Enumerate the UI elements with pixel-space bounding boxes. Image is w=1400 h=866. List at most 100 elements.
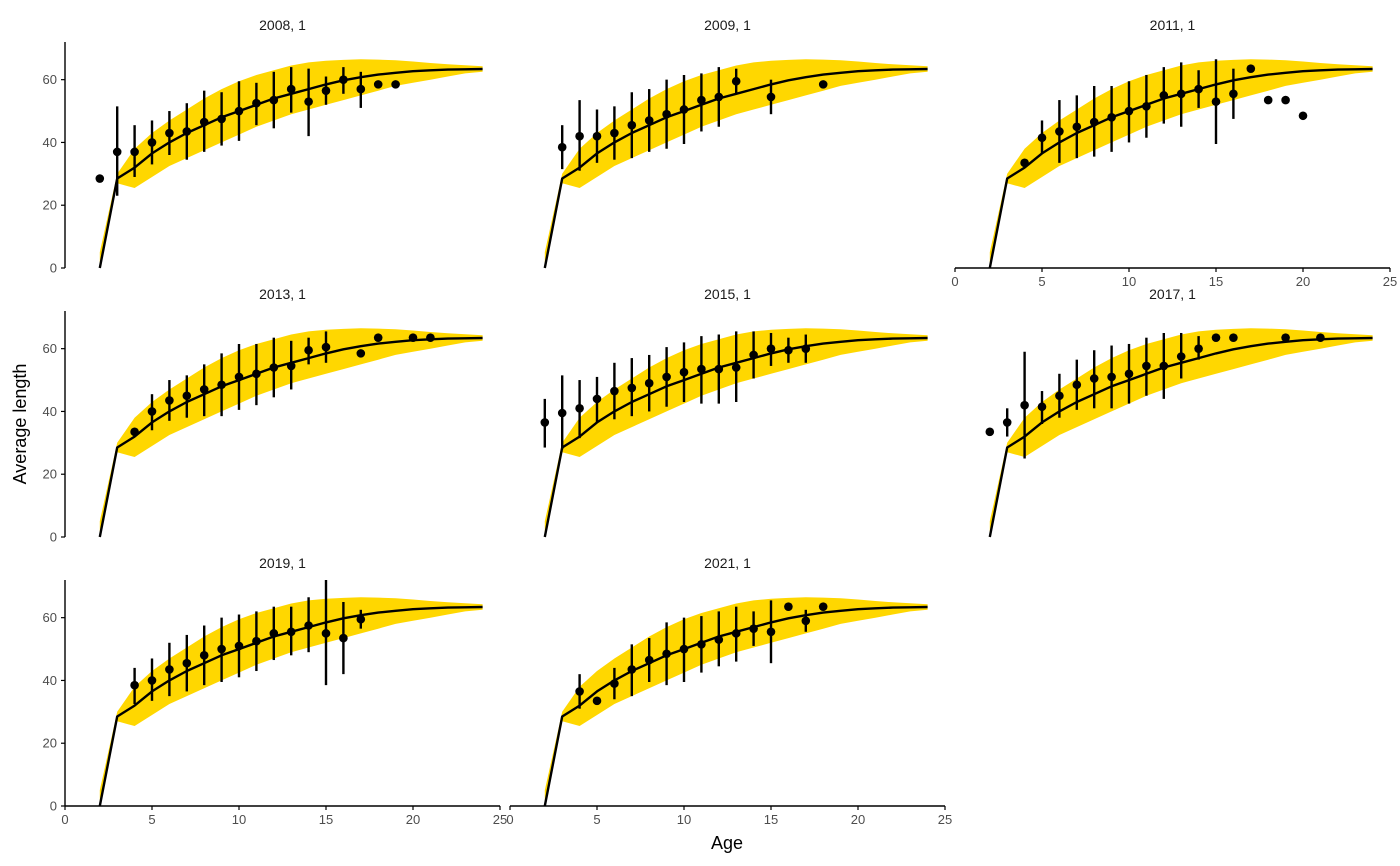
panel-title: 2019, 1 <box>259 555 306 571</box>
data-point <box>1020 158 1029 168</box>
x-tick-label: 25 <box>938 812 952 827</box>
data-point <box>592 131 602 141</box>
panel: 2015, 1 <box>540 286 928 538</box>
y-tick-label: 40 <box>43 673 57 688</box>
y-tick-label: 40 <box>43 135 57 150</box>
prediction-band <box>99 597 483 806</box>
data-point <box>1072 380 1082 390</box>
data-point <box>1055 391 1064 401</box>
data-point <box>557 142 567 152</box>
data-point <box>1263 95 1273 105</box>
data-point <box>217 644 226 654</box>
data-point <box>217 114 226 124</box>
data-point <box>1211 97 1221 106</box>
data-point <box>679 644 689 654</box>
data-point <box>610 128 619 138</box>
data-point <box>1176 89 1186 99</box>
panel-title: 2021, 1 <box>704 555 751 571</box>
data-point <box>766 92 776 102</box>
panel-title: 2009, 1 <box>704 17 751 33</box>
data-point <box>1281 95 1290 105</box>
x-tick-label: 15 <box>764 812 778 827</box>
x-tick-label: 15 <box>319 812 333 827</box>
x-tick-label: 15 <box>1209 274 1223 289</box>
y-tick-label: 40 <box>43 404 57 419</box>
data-point <box>147 138 157 147</box>
data-point <box>644 655 654 665</box>
y-axis-title: Average length <box>10 364 30 485</box>
data-point <box>1124 106 1134 116</box>
prediction-band <box>99 59 483 268</box>
data-point <box>182 391 192 401</box>
x-tick-label: 25 <box>1383 274 1397 289</box>
y-tick-label: 20 <box>43 198 57 213</box>
y-tick-label: 20 <box>43 467 57 482</box>
data-point <box>234 106 244 116</box>
data-point <box>592 696 602 706</box>
data-point <box>252 636 261 646</box>
data-point <box>801 616 811 626</box>
data-point <box>714 364 724 374</box>
panel: 2021, 1 0 5 10 15 20 25 <box>506 555 952 827</box>
y-tick-label: 60 <box>43 341 57 356</box>
data-point <box>1020 400 1029 410</box>
data-point <box>356 84 366 94</box>
data-point <box>731 76 741 86</box>
data-point <box>269 363 279 372</box>
data-point <box>252 369 261 379</box>
x-tick-label: 0 <box>506 812 513 827</box>
data-point <box>1089 117 1099 127</box>
y-tick-label: 60 <box>43 72 57 87</box>
y-tick-label: 20 <box>43 736 57 751</box>
data-point <box>627 383 637 393</box>
data-point <box>165 396 174 405</box>
data-point <box>627 665 637 674</box>
data-point <box>610 679 619 688</box>
data-point <box>252 98 261 108</box>
panel: 2017, 1 <box>985 286 1373 538</box>
x-axis-title: Age <box>711 833 743 853</box>
x-tick-label: 5 <box>1038 274 1045 289</box>
data-point <box>1211 333 1221 342</box>
data-point <box>644 116 654 125</box>
data-point <box>818 602 828 611</box>
data-point <box>130 680 139 690</box>
data-point <box>147 676 157 685</box>
x-tick-label: 5 <box>593 812 600 827</box>
data-point <box>1107 372 1116 382</box>
y-tick-label: 60 <box>43 610 57 625</box>
data-point <box>112 147 122 157</box>
data-point <box>1055 127 1064 136</box>
y-tick-label: 0 <box>50 530 57 545</box>
data-point <box>165 665 174 674</box>
data-point <box>749 624 758 633</box>
data-point <box>304 621 313 630</box>
data-point <box>1159 91 1169 100</box>
data-point <box>1107 113 1116 122</box>
data-point <box>199 117 209 127</box>
data-point <box>147 407 157 416</box>
data-point <box>1002 418 1012 427</box>
data-point <box>321 86 331 95</box>
data-point <box>697 640 706 649</box>
data-point <box>1281 333 1290 342</box>
panel: 2013, 1 0 20 40 60 <box>43 286 483 545</box>
data-point <box>304 97 313 106</box>
fitted-line <box>543 67 928 269</box>
data-point <box>321 342 331 352</box>
data-point <box>286 84 296 94</box>
data-point <box>1194 84 1203 94</box>
data-point <box>592 394 602 404</box>
data-point <box>182 658 192 668</box>
data-point <box>697 95 706 105</box>
data-point <box>627 120 637 130</box>
data-point <box>199 651 209 660</box>
data-point <box>130 147 139 157</box>
x-tick-label: 10 <box>232 812 246 827</box>
data-point <box>1072 122 1082 132</box>
data-point <box>784 602 793 611</box>
data-point <box>182 127 192 136</box>
data-point <box>1142 102 1151 111</box>
data-point <box>731 363 741 372</box>
data-point <box>234 372 244 382</box>
